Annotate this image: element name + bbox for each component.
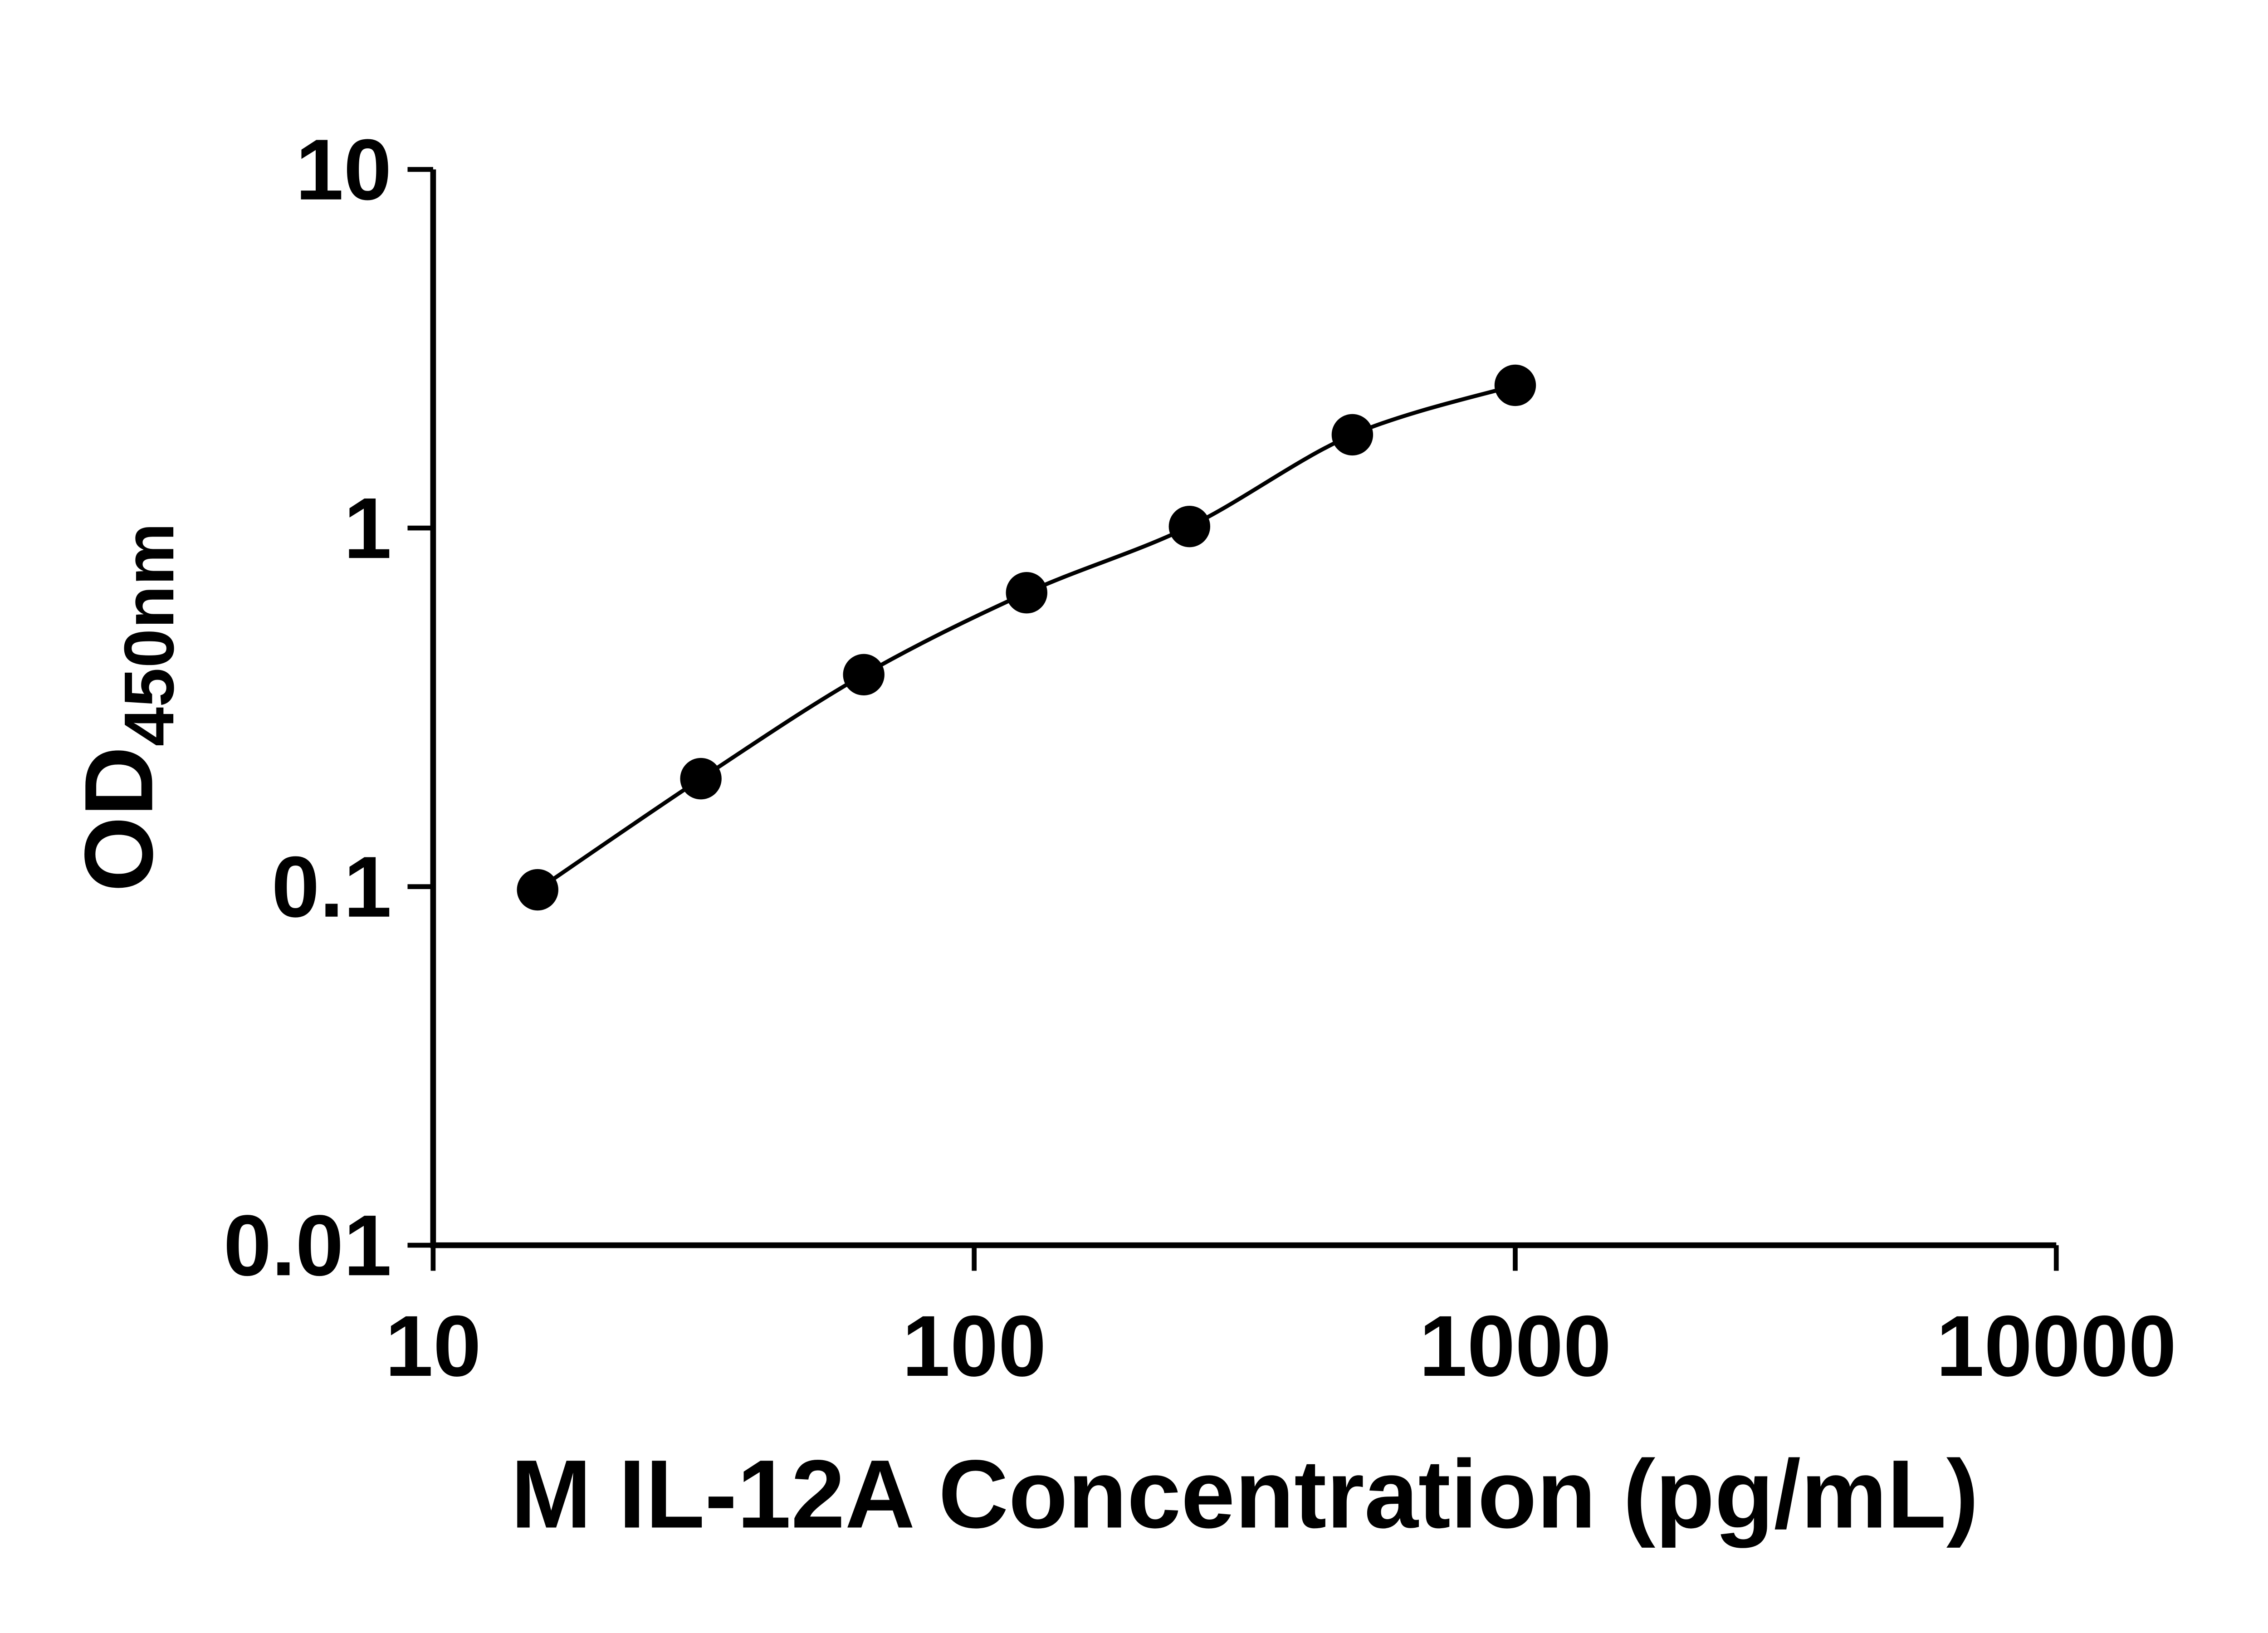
y-tick-label: 1	[343, 480, 391, 577]
y-axis-title-subscript: 450nm	[109, 523, 188, 746]
data-point	[1494, 364, 1536, 406]
data-point	[1331, 414, 1374, 456]
data-point	[1168, 505, 1211, 548]
y-tick-label: 10	[295, 122, 391, 218]
data-point	[1006, 572, 1047, 614]
x-axis-title: M IL-12A Concentration (pg/mL)	[511, 1440, 1979, 1548]
y-tick-label: 0.01	[224, 1197, 392, 1294]
x-tick-label: 100	[902, 1298, 1046, 1394]
data-point	[517, 869, 558, 911]
chart-background	[0, 22, 2268, 1611]
y-axis-title-main: OD	[64, 746, 173, 892]
x-tick-label: 10	[385, 1298, 481, 1394]
y-axis-title: OD450nm	[64, 523, 188, 892]
data-point	[680, 758, 722, 800]
x-tick-label: 10000	[1936, 1298, 2176, 1394]
x-tick-label: 1000	[1419, 1298, 1611, 1394]
data-point	[843, 654, 885, 696]
y-tick-label: 0.1	[272, 839, 392, 935]
